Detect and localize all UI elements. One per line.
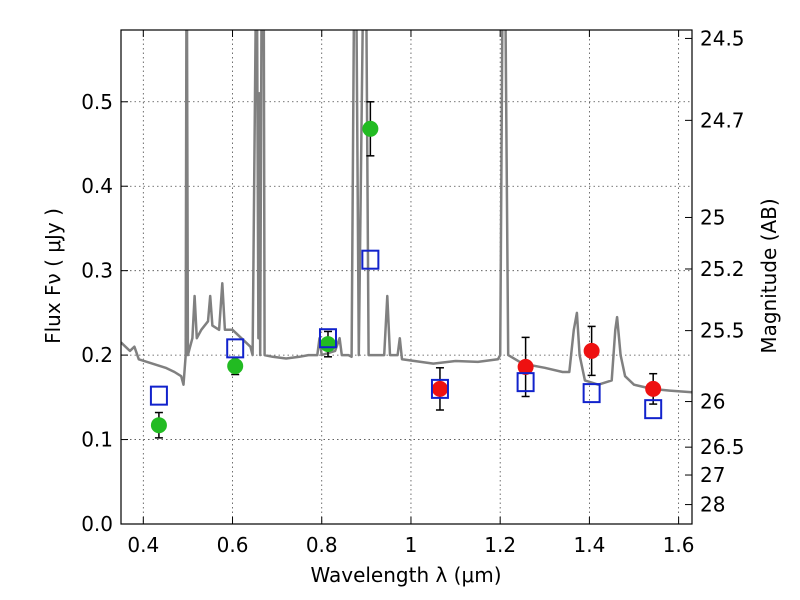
y2-tick-label: 24.5 bbox=[700, 26, 745, 50]
red-data-point bbox=[645, 380, 662, 397]
model-photometry-square bbox=[149, 385, 168, 406]
data-points bbox=[149, 101, 663, 439]
y-tick-label: 0.0 bbox=[81, 512, 113, 536]
model-photometry-square bbox=[644, 399, 663, 420]
y2-tick-label: 25.2 bbox=[700, 257, 745, 281]
y-tick-label: 0.1 bbox=[81, 428, 113, 452]
x-tick-label: 1 bbox=[405, 533, 418, 557]
y2-tick-label: 25 bbox=[700, 205, 725, 229]
x-tick-label: 0.8 bbox=[306, 533, 338, 557]
plot-frame bbox=[120, 29, 693, 525]
green-data-point bbox=[362, 120, 379, 137]
green-data-point bbox=[150, 417, 167, 434]
x-axis-label: Wavelength λ (μm) bbox=[310, 563, 501, 587]
model-photometry-square bbox=[226, 338, 245, 359]
y-tick-label: 0.4 bbox=[81, 174, 113, 198]
y2-tick-label: 24.7 bbox=[700, 108, 745, 132]
x-tick-label: 0.4 bbox=[127, 533, 159, 557]
y2-tick-label: 26 bbox=[700, 390, 725, 414]
red-data-point bbox=[431, 380, 448, 397]
x-tick-label: 1.2 bbox=[484, 533, 516, 557]
green-data-point bbox=[227, 358, 244, 375]
x-tick-label: 1.6 bbox=[663, 533, 695, 557]
y2-tick-label: 25.5 bbox=[700, 319, 745, 343]
green-data-point bbox=[319, 336, 336, 353]
spectrum-line bbox=[121, 30, 692, 394]
x-tick-label: 0.6 bbox=[217, 533, 249, 557]
x-tick-label: 1.4 bbox=[573, 533, 605, 557]
y-axis-label: Flux Fν ( μJy ) bbox=[41, 208, 65, 344]
model-spectrum bbox=[121, 30, 692, 394]
y2-tick-label: 28 bbox=[700, 493, 725, 517]
red-data-point bbox=[517, 358, 534, 375]
model-photometry-square bbox=[516, 372, 535, 393]
model-photometry-square bbox=[582, 383, 601, 404]
axes: 0.4 0.6 0.8 1 1.2 1.4 1.6 0.0 0.1 0.2 0.3 0.4 0.5 24.… bbox=[81, 26, 744, 557]
y2-tick-label: 27 bbox=[700, 463, 725, 487]
grid bbox=[121, 30, 692, 524]
model-photometry-square bbox=[361, 249, 380, 270]
red-data-point bbox=[583, 342, 600, 359]
model-photometry-square bbox=[318, 328, 337, 349]
y2-axis-label: Magnitude (AB) bbox=[757, 198, 781, 353]
y-tick-label: 0.2 bbox=[81, 343, 113, 367]
model-photometry-square bbox=[430, 378, 449, 399]
y-tick-label: 0.5 bbox=[81, 90, 113, 114]
y2-tick-label: 26.5 bbox=[700, 435, 745, 459]
y-tick-label: 0.3 bbox=[81, 259, 113, 283]
